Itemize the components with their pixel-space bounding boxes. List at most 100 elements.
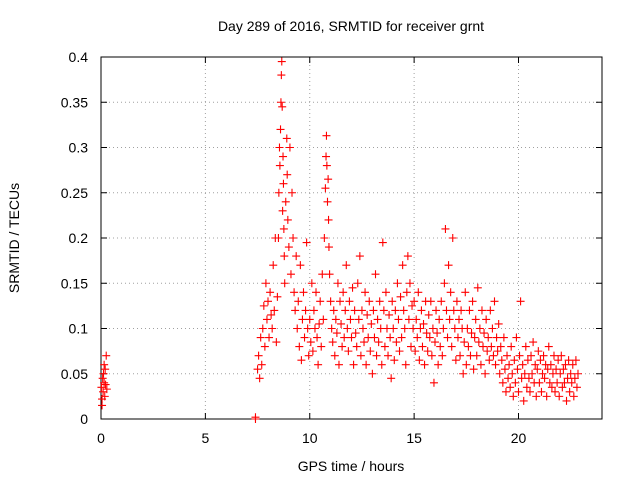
data-point bbox=[521, 342, 530, 351]
data-point bbox=[542, 392, 551, 401]
data-point bbox=[560, 378, 569, 387]
data-point bbox=[101, 365, 110, 374]
data-point bbox=[301, 306, 310, 315]
data-point bbox=[324, 175, 333, 184]
data-point bbox=[491, 360, 500, 369]
data-point bbox=[475, 324, 484, 333]
data-point bbox=[428, 324, 437, 333]
y-tick-label: 0.05 bbox=[61, 366, 88, 382]
data-point bbox=[329, 306, 338, 315]
data-point bbox=[279, 224, 288, 233]
data-point bbox=[422, 329, 431, 338]
data-point bbox=[266, 288, 275, 297]
data-point bbox=[571, 356, 580, 365]
data-point bbox=[292, 252, 301, 261]
data-point bbox=[419, 319, 428, 328]
data-point bbox=[537, 387, 546, 396]
data-point bbox=[455, 315, 464, 324]
data-point bbox=[540, 374, 549, 383]
y-tick-label: 0.15 bbox=[61, 275, 88, 291]
data-point bbox=[336, 297, 345, 306]
data-point bbox=[536, 356, 545, 365]
data-point bbox=[331, 315, 340, 324]
data-point bbox=[320, 234, 329, 242]
data-point bbox=[310, 324, 319, 333]
data-point bbox=[305, 315, 314, 324]
data-point bbox=[100, 392, 109, 401]
data-point bbox=[280, 279, 289, 288]
data-point bbox=[570, 374, 579, 383]
data-point bbox=[423, 347, 432, 356]
data-point bbox=[559, 365, 568, 374]
data-point bbox=[572, 383, 581, 392]
data-point bbox=[251, 415, 260, 423]
data-point bbox=[363, 310, 372, 319]
data-point bbox=[409, 324, 418, 333]
y-tick-label: 0.3 bbox=[69, 140, 89, 156]
chart-title: Day 289 of 2016, SRMTID for receiver grn… bbox=[218, 18, 484, 34]
data-point bbox=[369, 306, 378, 315]
data-point bbox=[444, 261, 453, 270]
data-point bbox=[270, 306, 279, 315]
data-point bbox=[482, 315, 491, 324]
data-point bbox=[471, 315, 480, 324]
data-point bbox=[460, 338, 469, 347]
data-point bbox=[261, 279, 270, 288]
data-point bbox=[279, 179, 288, 188]
data-point bbox=[441, 224, 450, 233]
data-point bbox=[315, 319, 324, 328]
data-point bbox=[527, 351, 536, 360]
y-tick-label: 0 bbox=[80, 411, 88, 427]
data-point bbox=[339, 288, 348, 297]
data-point bbox=[99, 369, 108, 378]
data-point bbox=[456, 351, 465, 360]
data-point bbox=[474, 338, 483, 347]
data-point bbox=[487, 342, 496, 351]
data-point bbox=[523, 356, 532, 365]
data-point bbox=[479, 342, 488, 351]
data-point bbox=[325, 270, 334, 279]
data-point bbox=[384, 351, 393, 360]
data-point bbox=[525, 387, 534, 396]
data-point bbox=[278, 206, 287, 215]
data-point bbox=[485, 356, 494, 365]
data-point bbox=[313, 333, 322, 342]
data-point bbox=[102, 351, 111, 360]
data-point bbox=[443, 333, 452, 342]
data-point bbox=[387, 374, 396, 383]
data-point bbox=[256, 333, 265, 342]
data-point bbox=[420, 360, 429, 369]
data-point bbox=[274, 188, 283, 197]
data-point bbox=[265, 333, 274, 342]
data-point bbox=[498, 378, 507, 387]
data-point bbox=[399, 306, 408, 315]
x-tick-label: 5 bbox=[201, 430, 209, 446]
data-point bbox=[406, 342, 415, 351]
data-point bbox=[481, 369, 490, 378]
data-point bbox=[277, 57, 286, 66]
data-point bbox=[327, 324, 336, 333]
data-point bbox=[352, 342, 361, 351]
data-point bbox=[564, 356, 573, 365]
data-point bbox=[418, 342, 427, 351]
y-tick-label: 0.25 bbox=[61, 185, 88, 201]
data-point bbox=[400, 324, 409, 333]
data-point bbox=[510, 356, 519, 365]
data-point bbox=[323, 197, 332, 206]
data-point bbox=[254, 351, 263, 360]
data-point bbox=[306, 338, 315, 347]
data-points bbox=[97, 57, 582, 423]
data-point bbox=[401, 360, 410, 369]
data-point bbox=[476, 360, 485, 369]
data-point bbox=[415, 356, 424, 365]
data-point bbox=[457, 306, 466, 315]
data-point bbox=[496, 342, 505, 351]
data-point bbox=[98, 374, 107, 383]
data-point bbox=[321, 184, 330, 193]
data-point bbox=[373, 315, 382, 324]
data-point bbox=[551, 387, 560, 396]
data-point bbox=[389, 324, 398, 333]
data-point bbox=[543, 365, 552, 374]
data-point bbox=[370, 333, 379, 342]
data-point bbox=[303, 324, 312, 333]
